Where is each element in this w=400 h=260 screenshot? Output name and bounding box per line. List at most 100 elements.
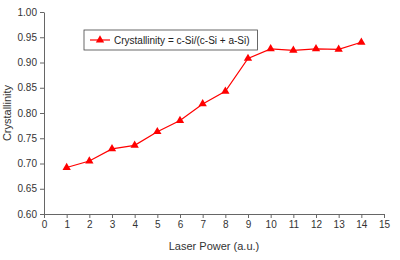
- tick-mark: [361, 214, 362, 218]
- tick-label: 8: [223, 219, 229, 230]
- tick-mark: [40, 189, 44, 190]
- tick-mark: [157, 214, 158, 218]
- tick-label: 0.90: [18, 57, 38, 68]
- x-axis-title: Laser Power (a.u.): [169, 240, 259, 252]
- marker: [131, 141, 139, 148]
- tick-label: 13: [334, 219, 346, 230]
- tick: 0.85: [18, 82, 44, 93]
- tick-label: 0.60: [18, 209, 38, 220]
- tick: 2: [87, 214, 93, 230]
- tick-mark: [339, 214, 340, 218]
- legend-marker: [96, 35, 104, 42]
- tick: 0.65: [18, 183, 44, 194]
- marker: [244, 54, 252, 61]
- tick: 3: [110, 214, 116, 230]
- tick: 0.95: [18, 32, 44, 43]
- tick: 0.70: [18, 158, 44, 169]
- tick-mark: [40, 214, 44, 215]
- tick: 9: [246, 214, 252, 230]
- marker: [221, 86, 229, 93]
- tick: 0.80: [18, 108, 44, 119]
- tick: 0: [42, 214, 48, 230]
- marker: [85, 156, 93, 163]
- marker: [63, 163, 71, 170]
- y-axis-title: Crystallinity: [1, 84, 13, 141]
- tick-mark: [40, 37, 44, 38]
- marker: [153, 127, 161, 134]
- legend-box: [84, 30, 258, 50]
- tick: 10: [266, 214, 278, 230]
- tick-label: 2: [87, 219, 93, 230]
- tick-label: 3: [110, 219, 116, 230]
- tick-label: 12: [311, 219, 323, 230]
- marker: [108, 144, 116, 151]
- marker: [335, 45, 343, 52]
- axis-line: [44, 13, 45, 215]
- tick-label: 5: [155, 219, 161, 230]
- tick-mark: [67, 214, 68, 218]
- tick-mark: [40, 113, 44, 114]
- tick-mark: [89, 214, 90, 218]
- tick-mark: [40, 138, 44, 139]
- tick-label: 14: [356, 219, 368, 230]
- tick-label: 1.00: [18, 7, 38, 18]
- tick: 13: [334, 214, 346, 230]
- tick-label: 9: [246, 219, 252, 230]
- tick: 11: [289, 214, 300, 230]
- marker: [176, 116, 184, 123]
- tick: 8: [223, 214, 229, 230]
- tick: 1: [64, 214, 70, 230]
- plot-area: [63, 37, 366, 169]
- tick-label: 4: [132, 219, 138, 230]
- marker: [357, 37, 365, 44]
- tick-mark: [112, 214, 113, 218]
- tick-mark: [40, 164, 44, 165]
- tick-label: 6: [178, 219, 184, 230]
- tick: 6: [178, 214, 184, 230]
- tick: 4: [132, 214, 138, 230]
- marker: [267, 44, 275, 51]
- tick-mark: [293, 214, 294, 218]
- tick-mark: [135, 214, 136, 218]
- tick-mark: [40, 88, 44, 89]
- series-line: [67, 42, 362, 167]
- tick-label: 0.75: [18, 133, 38, 144]
- tick-mark: [248, 214, 249, 218]
- tick-label: 0.80: [18, 108, 38, 119]
- tick-label: 1: [64, 219, 70, 230]
- y-axis: 0.60 0.65 0.70 0.75 0.80 0.85 0.90 0.95 1.00: [18, 7, 45, 220]
- tick-label: 10: [266, 219, 278, 230]
- tick-mark: [40, 12, 44, 13]
- tick-label: 7: [200, 219, 206, 230]
- tick-label: 0: [42, 219, 48, 230]
- tick-mark: [384, 214, 385, 218]
- x-axis: 0123456789101112131415: [42, 214, 391, 230]
- tick: 15: [379, 214, 391, 230]
- tick: 5: [155, 214, 161, 230]
- tick-mark: [225, 214, 226, 218]
- tick-mark: [271, 214, 272, 218]
- tick-label: 0.95: [18, 32, 38, 43]
- tick-mark: [40, 63, 44, 64]
- axis-line: [45, 214, 385, 215]
- tick: 0.90: [18, 57, 44, 68]
- tick: 0.60: [18, 209, 44, 220]
- tick: 1.00: [18, 7, 44, 18]
- tick-label: 11: [289, 219, 300, 230]
- marker: [312, 44, 320, 51]
- chart: 01234567891011121314150.600.650.700.750.…: [0, 0, 400, 260]
- tick-mark: [203, 214, 204, 218]
- tick: 0.75: [18, 133, 44, 144]
- tick-label: 15: [379, 219, 391, 230]
- tick-mark: [180, 214, 181, 218]
- marker: [199, 99, 207, 106]
- tick: 14: [356, 214, 368, 230]
- tick-mark: [44, 214, 45, 218]
- tick-mark: [316, 214, 317, 218]
- legend-label: Crystallinity = c-Si/(c-Si + a-Si): [114, 35, 250, 46]
- tick-label: 0.65: [18, 183, 38, 194]
- marker: [289, 46, 297, 53]
- tick: 12: [311, 214, 323, 230]
- tick: 7: [200, 214, 206, 230]
- tick-label: 0.70: [18, 158, 38, 169]
